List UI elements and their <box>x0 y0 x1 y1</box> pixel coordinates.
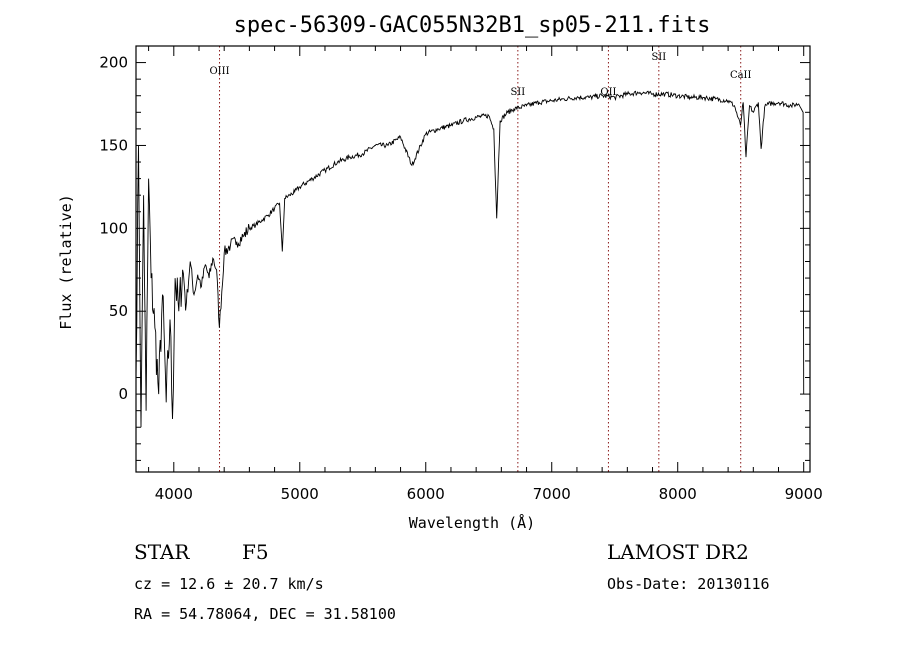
line-markers: OIII SII OII SII CaII <box>209 46 752 472</box>
x-tick-label: 9000 <box>785 485 823 503</box>
plot-frame <box>135 45 811 473</box>
marker-label: SII <box>651 52 666 63</box>
marker-label: CaII <box>730 70 752 81</box>
y-tick-label: 0 <box>118 385 128 403</box>
survey-name: LAMOST DR2 <box>607 540 749 564</box>
x-tick-label: 4000 <box>155 485 193 503</box>
redshift-cz: cz = 12.6 ± 20.7 km/s <box>134 575 324 593</box>
y-tick-label: 50 <box>109 302 128 320</box>
x-tick-label: 5000 <box>281 485 319 503</box>
marker-label: OIII <box>209 66 229 77</box>
marker-label: OII <box>600 87 616 98</box>
spectrum-series <box>135 90 805 428</box>
y-tick-label: 100 <box>99 219 128 237</box>
coordinates: RA = 54.78064, DEC = 31.58100 <box>134 605 396 623</box>
spectrum-line <box>135 90 805 428</box>
marker-label: SII <box>510 87 525 98</box>
y-tick-label: 200 <box>99 54 128 72</box>
object-subclass: F5 <box>242 540 269 564</box>
x-axis-label: Wavelength (Å) <box>409 513 535 532</box>
x-tick-label: 8000 <box>659 485 697 503</box>
x-tick-label: 7000 <box>533 485 571 503</box>
minor-ticks <box>136 45 810 472</box>
x-axis-ticks: 4000 5000 6000 7000 8000 9000 <box>155 46 823 503</box>
y-tick-label: 150 <box>99 136 128 154</box>
x-tick-label: 6000 <box>407 485 445 503</box>
y-axis-label: Flux (relative) <box>57 194 75 329</box>
object-class: STAR <box>134 540 190 564</box>
chart-title: spec-56309-GAC055N32B1_sp05-211.fits <box>234 13 711 38</box>
observation-date: Obs-Date: 20130116 <box>607 575 770 593</box>
y-axis-ticks: 0 50 100 150 200 <box>99 54 810 403</box>
